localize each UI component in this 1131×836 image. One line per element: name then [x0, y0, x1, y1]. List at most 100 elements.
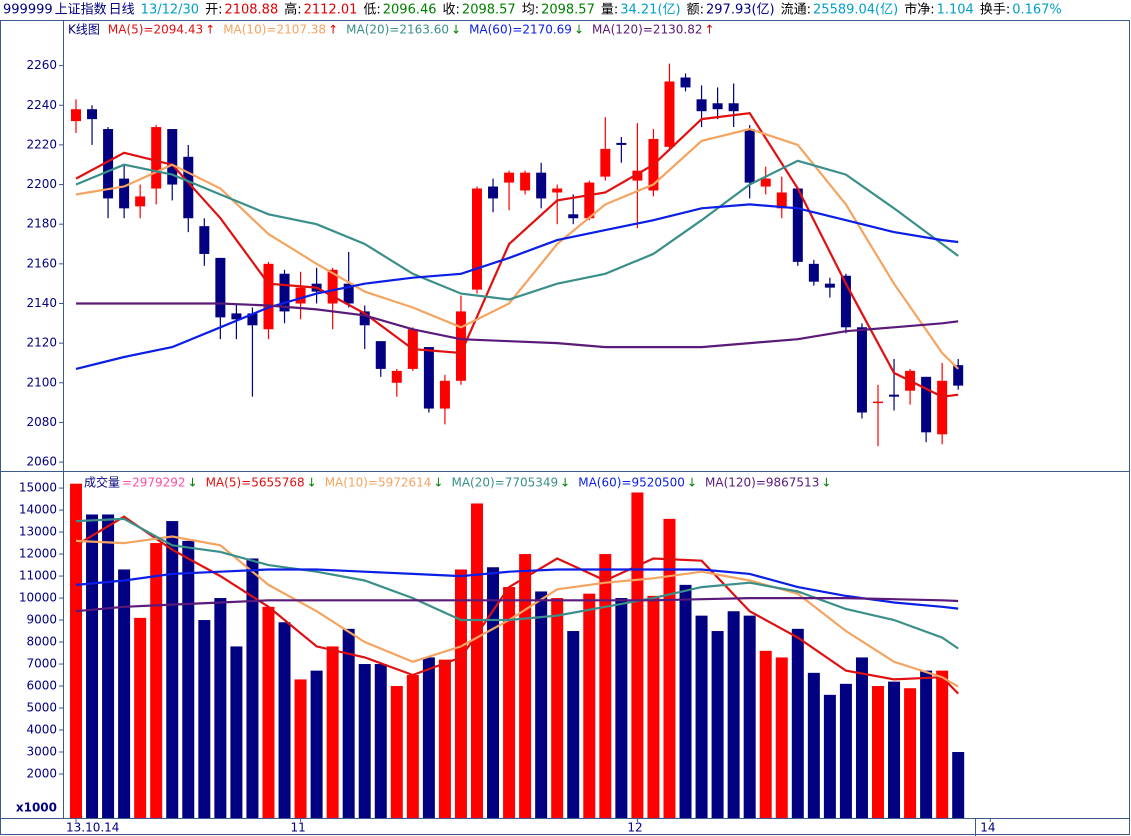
volume-bar: [374, 664, 387, 818]
legend-arrow: ↓: [451, 23, 461, 37]
candle-body: [327, 269, 338, 304]
volume-bar: [246, 558, 259, 818]
volume-bar: [551, 598, 564, 818]
volume-bar: [294, 679, 307, 818]
y-tick-label: 6000: [26, 679, 57, 693]
volume-bar: [679, 584, 692, 818]
header-value: 297.93(亿): [706, 3, 775, 18]
unit-label: x1000: [16, 801, 57, 815]
y-tick-label: 14000: [19, 503, 57, 517]
ma-line: [75, 127, 959, 370]
header-label: 额:: [687, 3, 704, 18]
volume-bar: [262, 606, 275, 818]
y-tick-label: 2180: [26, 217, 57, 231]
ma-line: [75, 517, 959, 650]
volume-bar: [695, 615, 708, 818]
candle-body: [552, 188, 563, 193]
header-value: 13/12/30: [141, 3, 199, 18]
candle-body: [584, 182, 595, 219]
header-label: 高:: [284, 2, 301, 18]
legend-arrow: ↑: [205, 23, 215, 37]
y-tick-label: 4000: [26, 723, 57, 737]
y-tick-label: 10000: [19, 591, 57, 605]
volume-bar: [102, 514, 115, 818]
candle-body: [680, 77, 691, 88]
volume-bar: [86, 514, 99, 818]
header-value: 1.104: [937, 3, 974, 18]
header-value: 2108.88: [224, 3, 278, 18]
header-label: 换手:: [980, 3, 1010, 18]
candle-body: [856, 327, 867, 413]
header-label: 开:: [205, 3, 222, 18]
ma-line: [75, 203, 959, 370]
candle-body: [792, 188, 803, 262]
candle-body: [824, 283, 835, 288]
stock-code: 999999: [3, 3, 53, 18]
candle-body: [439, 380, 450, 409]
stock-name: 上证指数: [55, 3, 107, 18]
volume-bar: [471, 503, 483, 818]
candle-body: [744, 129, 755, 183]
volume-bar: [775, 657, 788, 818]
candle-body: [375, 341, 386, 369]
volume-bar: [230, 646, 243, 818]
volume-bar: [583, 593, 596, 818]
ma-line: [75, 535, 959, 688]
header-label: 流通:: [781, 3, 811, 18]
candle-body: [71, 109, 81, 122]
candle-body: [488, 186, 499, 199]
current-arrow: ↓: [188, 476, 198, 490]
y-tick-label: 2160: [26, 256, 57, 270]
legend-label: MA(20)=2163.60: [346, 23, 449, 37]
volume-bar: [503, 587, 516, 818]
volume-bar: [182, 540, 195, 818]
candle-body: [712, 103, 723, 110]
volume-bar: [70, 483, 82, 818]
volume-bar: [438, 659, 451, 818]
candle-body: [504, 172, 515, 183]
candle-body: [760, 178, 771, 187]
candle-body: [776, 192, 787, 209]
x-tick-label: 12: [627, 821, 642, 835]
volume-bar: [920, 670, 933, 818]
y-tick-label: 15000: [19, 481, 57, 495]
legend-label: MA(10)=5972614: [325, 476, 432, 490]
header-label: 量:: [601, 3, 618, 18]
y-tick-label: 2100: [26, 375, 57, 389]
ma-line: [75, 515, 959, 695]
header-value: 2098.57: [541, 3, 595, 18]
y-tick-label: 2120: [26, 336, 57, 350]
candle-body: [199, 226, 210, 254]
candle-body: [295, 287, 306, 304]
candle-body: [472, 188, 482, 290]
header-value: 2096.46: [383, 3, 437, 18]
volume-bar: [134, 617, 147, 818]
volume-bar: [310, 670, 323, 818]
candle-body: [103, 129, 114, 199]
candle-body: [520, 172, 531, 191]
y-tick-label: 5000: [26, 701, 57, 715]
volume-bar: [278, 622, 291, 818]
y-tick-label: 2140: [26, 296, 57, 310]
y-tick-label: 11000: [19, 569, 57, 583]
y-tick-label: 9000: [26, 613, 57, 627]
legend-label: MA(60)=9520500: [578, 476, 685, 490]
volume-bar: [150, 543, 163, 818]
volume-bar: [326, 646, 339, 818]
volume-bar: [166, 521, 179, 818]
ma-line: [75, 112, 959, 398]
volume-bar: [406, 675, 419, 818]
volume-bar: [839, 683, 852, 818]
legend-arrow: ↓: [307, 476, 317, 490]
header-label: 低:: [363, 3, 380, 18]
candle-body: [135, 196, 146, 207]
volume-bar: [198, 620, 211, 818]
volume-bar: [663, 518, 676, 818]
y-tick-label: 2240: [26, 98, 57, 112]
y-tick-label: 3000: [26, 745, 57, 759]
volume-bar: [743, 615, 756, 818]
candle-body: [696, 99, 707, 112]
current-volume: =2979292: [122, 476, 186, 490]
volume-bar: [727, 611, 740, 818]
y-tick-label: 2200: [26, 177, 57, 191]
